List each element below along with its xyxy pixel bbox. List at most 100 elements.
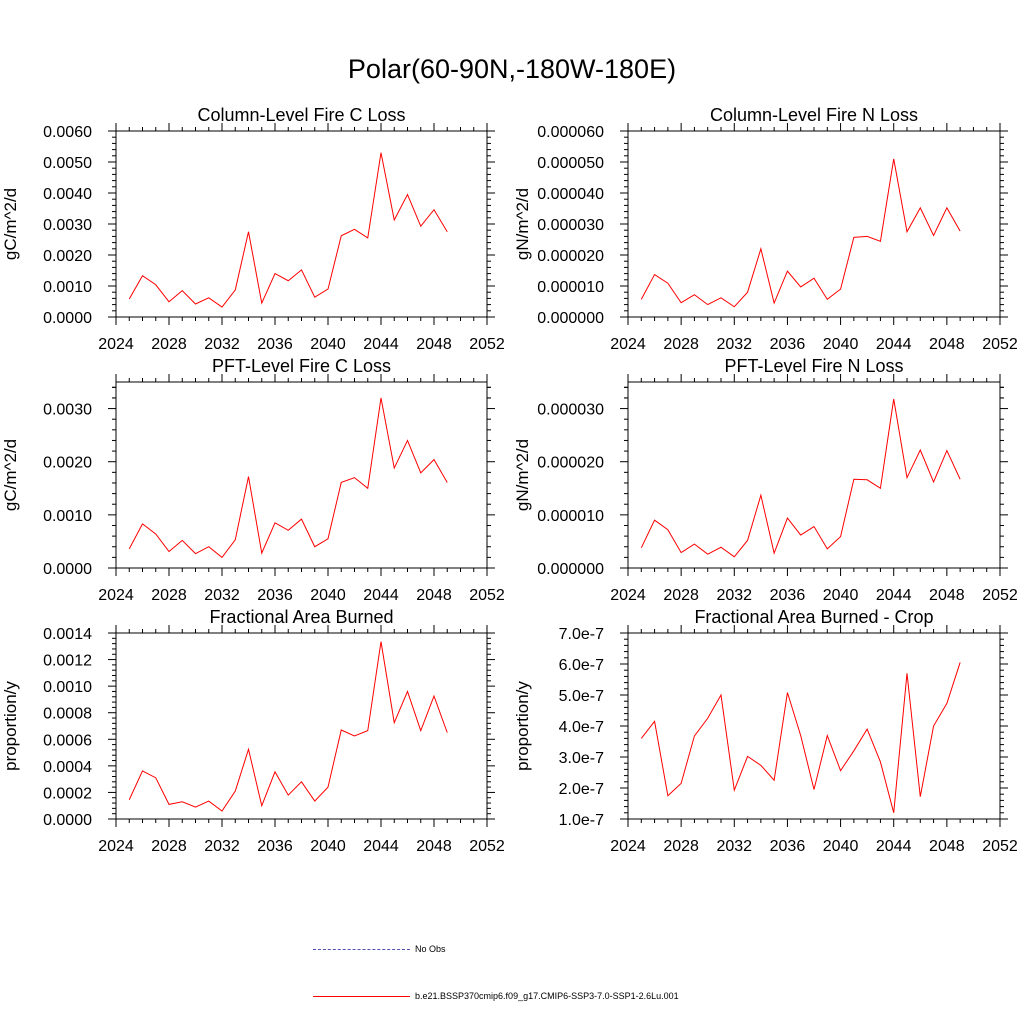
panel-4-x-tick-label: 2048	[929, 587, 965, 604]
panel-4-x-tick-label: 2044	[876, 587, 912, 604]
panel-2-y-tick-label: 0.000050	[537, 155, 604, 172]
panel-1-x-tick-label: 2032	[204, 336, 240, 353]
panel-4-x-tick-label: 2040	[823, 587, 859, 604]
panel-2-x-tick-label: 2044	[876, 336, 912, 353]
panel-1-x-tick-label: 2040	[310, 336, 346, 353]
panel-3-y-tick-label: 0.0010	[43, 508, 92, 525]
panel-4-y-axis-label: gN/m^2/d	[513, 439, 532, 511]
panel-5-series-line-1	[128, 641, 448, 812]
panel-5-x-tick-label: 2048	[416, 838, 452, 855]
panel-2-y-tick-label: 0.000020	[537, 248, 604, 265]
panel-2-x-tick-label: 2036	[770, 336, 806, 353]
panel-6-x-tick-label: 2032	[716, 838, 752, 855]
panel-3-x-tick-label: 2040	[310, 587, 346, 604]
panel-5-x-tick-label: 2032	[204, 838, 240, 855]
panel-6-x-tick-label: 2044	[876, 838, 912, 855]
panel-3-x-tick-label: 2048	[416, 587, 452, 604]
panel-5-x-tick-label: 2052	[469, 838, 505, 855]
panel-2-plot-frame	[627, 130, 1001, 318]
panel-1-y-tick-label: 0.0040	[43, 186, 92, 203]
panel-1-y-tick-label: 0.0050	[43, 155, 92, 172]
panel-4-y-tick-label: 0.000000	[537, 561, 604, 578]
panel-2-x-tick-label: 2040	[823, 336, 859, 353]
panel-3-x-tick-label: 2032	[204, 587, 240, 604]
panel-2-y-tick-label: 0.000060	[537, 124, 604, 141]
panel-3-x-tick-label: 2052	[469, 587, 505, 604]
panel-3-x-tick-label: 2028	[151, 587, 187, 604]
panel-5-x-tick-label: 2024	[98, 838, 134, 855]
panel-3-y-tick-label: 0.0030	[43, 402, 92, 419]
panel-5-x-tick-label: 2040	[310, 838, 346, 855]
panel-4-title: PFT-Level Fire N Loss	[724, 356, 903, 376]
panel-6-x-tick-label: 2052	[982, 838, 1018, 855]
panel-5-y-tick-label: 0.0000	[43, 812, 92, 829]
panel-3-y-axis-label: gC/m^2/d	[1, 439, 20, 511]
panel-1-y-tick-label: 0.0060	[43, 124, 92, 141]
panel-2-x-tick-label: 2032	[716, 336, 752, 353]
panel-3-x-tick-label: 2024	[98, 587, 134, 604]
panel-4-y-tick-label: 0.000010	[537, 508, 604, 525]
panel-4-x-tick-label: 2032	[716, 587, 752, 604]
panel-6-series-line-1	[640, 662, 961, 813]
panel-4-x-tick-label: 2036	[770, 587, 806, 604]
panel-2-series-line-1	[640, 158, 961, 308]
panel-6-x-tick-label: 2028	[663, 838, 699, 855]
panel-1-x-tick-label: 2036	[257, 336, 293, 353]
panel-4-plot-frame	[627, 381, 1001, 569]
panel-5-y-tick-label: 0.0002	[43, 785, 92, 802]
panel-1-y-axis-label: gC/m^2/d	[1, 188, 20, 260]
panel-6-x-tick-label: 2048	[929, 838, 965, 855]
panel-6-x-tick-label: 2024	[610, 838, 646, 855]
panel-3-plot-frame	[115, 381, 488, 569]
panel-6-x-tick-label: 2040	[823, 838, 859, 855]
panel-6-y-tick-label: 2.0e-7	[559, 781, 604, 798]
panel-6-y-tick-label: 6.0e-7	[559, 657, 604, 674]
panel-4-x-tick-label: 2052	[982, 587, 1018, 604]
panel-2-y-tick-label: 0.000010	[537, 279, 604, 296]
panel-5-y-tick-label: 0.0012	[43, 653, 92, 670]
panel-3-y-tick-label: 0.0020	[43, 455, 92, 472]
panel-6-y-tick-label: 3.0e-7	[559, 750, 604, 767]
panel-6-y-tick-label: 5.0e-7	[559, 688, 604, 705]
panel-1-series-line-1	[128, 152, 448, 308]
panel-5-title: Fractional Area Burned	[209, 607, 393, 627]
panel-1-x-tick-label: 2044	[363, 336, 399, 353]
panel-2-x-tick-label: 2028	[663, 336, 699, 353]
panel-3-x-tick-label: 2036	[257, 587, 293, 604]
panel-6-plot-frame	[627, 632, 1001, 820]
panel-6-x-tick-label: 2036	[770, 838, 806, 855]
panel-5-y-tick-label: 0.0004	[43, 759, 92, 776]
panel-6-y-axis-label: proportion/y	[513, 681, 532, 771]
panel-2-y-tick-label: 0.000030	[537, 217, 604, 234]
panel-6-y-tick-label: 7.0e-7	[559, 626, 604, 643]
panel-5-y-axis-label: proportion/y	[1, 681, 20, 771]
panel-5-y-tick-label: 0.0014	[43, 626, 92, 643]
panel-1-x-tick-label: 2028	[151, 336, 187, 353]
panel-2-y-tick-label: 0.000040	[537, 186, 604, 203]
panel-1-x-tick-label: 2024	[98, 336, 134, 353]
panel-4-y-tick-label: 0.000030	[537, 402, 604, 419]
panel-5-y-tick-label: 0.0006	[43, 732, 92, 749]
panel-4-x-tick-label: 2024	[610, 587, 646, 604]
panel-6-y-tick-label: 4.0e-7	[559, 719, 604, 736]
panel-1-title: Column-Level Fire C Loss	[197, 105, 405, 125]
panel-2-y-axis-label: gN/m^2/d	[513, 188, 532, 260]
panel-4-series-line-1	[640, 398, 961, 558]
panel-1-y-tick-label: 0.0030	[43, 217, 92, 234]
panel-1-x-tick-label: 2048	[416, 336, 452, 353]
panel-5-x-tick-label: 2028	[151, 838, 187, 855]
panel-5-x-tick-label: 2044	[363, 838, 399, 855]
panel-6-y-tick-label: 1.0e-7	[559, 812, 604, 829]
panel-1-x-tick-label: 2052	[469, 336, 505, 353]
panel-1-y-tick-label: 0.0020	[43, 248, 92, 265]
panel-1-plot-frame	[115, 130, 488, 318]
panel-4-x-tick-label: 2028	[663, 587, 699, 604]
panel-1-y-tick-label: 0.0000	[43, 310, 92, 327]
panel-2-title: Column-Level Fire N Loss	[710, 105, 918, 125]
panel-5-y-tick-label: 0.0010	[43, 679, 92, 696]
panel-5-x-tick-label: 2036	[257, 838, 293, 855]
page-title: Polar(60-90N,-180W-180E)	[347, 54, 677, 84]
panel-3-title: PFT-Level Fire C Loss	[212, 356, 391, 376]
panel-3-x-tick-label: 2044	[363, 587, 399, 604]
